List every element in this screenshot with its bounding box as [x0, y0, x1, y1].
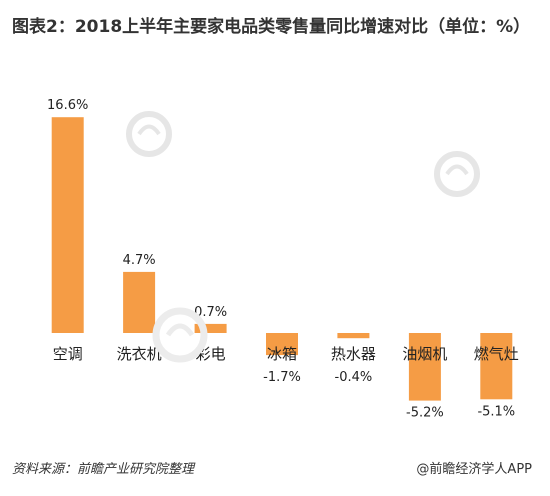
bar-空调 — [51, 117, 84, 333]
category-label: 热水器 — [331, 345, 376, 363]
value-label: -0.4% — [335, 370, 373, 385]
bar-热水器 — [337, 333, 370, 339]
category-label: 洗衣机 — [117, 345, 162, 363]
value-label: 16.6% — [47, 98, 88, 113]
source-note: 资料来源：前瞻产业研究院整理 — [12, 462, 195, 477]
value-label: -1.7% — [263, 370, 301, 385]
chart-title: 图表2：2018上半年主要家电品类零售量同比增速对比（单位：%） — [12, 17, 531, 37]
category-label: 空调 — [53, 345, 83, 363]
bar-油烟机 — [408, 333, 441, 401]
value-label: -5.1% — [477, 404, 515, 419]
bar-燃气灶 — [480, 333, 513, 400]
category-label: 燃气灶 — [474, 345, 519, 363]
value-label: 0.7% — [194, 305, 227, 320]
bar-冰箱 — [266, 333, 298, 356]
value-label: -5.2% — [406, 406, 444, 421]
category-label: 彩电 — [196, 345, 226, 363]
category-label: 油烟机 — [402, 345, 447, 363]
brand-credit: @前瞻经济学人APP — [416, 462, 532, 477]
bar-洗衣机 — [123, 271, 156, 333]
value-label: 4.7% — [123, 253, 156, 268]
bar-彩电 — [194, 323, 227, 333]
category-label: 冰箱 — [267, 345, 297, 363]
